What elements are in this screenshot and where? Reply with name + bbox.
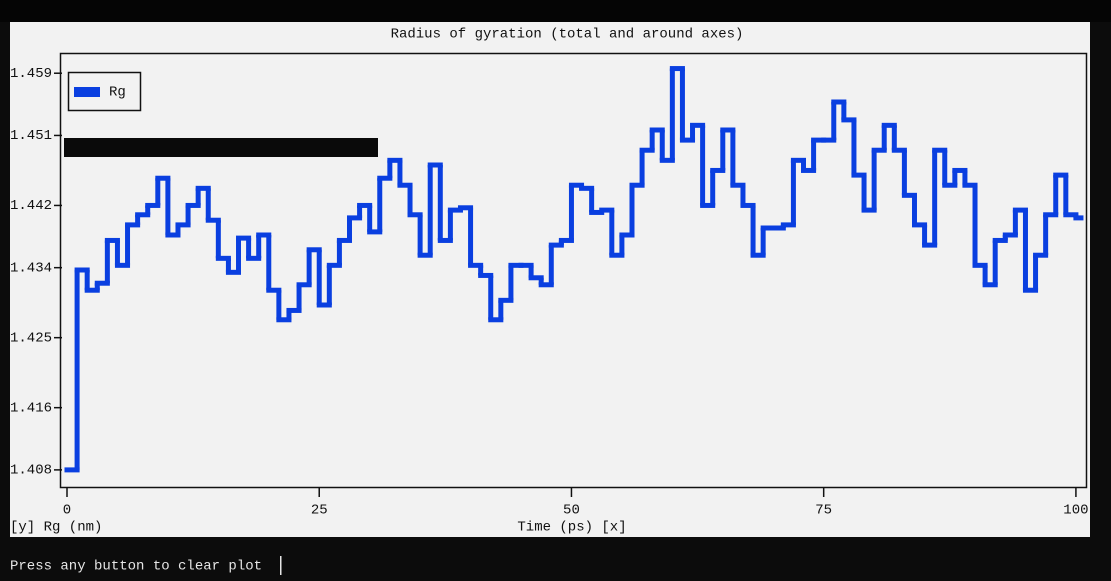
y-tick-label: 1.434 (10, 260, 52, 276)
x-tick-label: 25 (311, 503, 328, 519)
y-tick-label: 1.416 (10, 400, 52, 416)
x-axis-label: Time (ps) [x] (517, 520, 626, 536)
legend: Rg (67, 71, 142, 112)
prompt: Press any button to clear plot (10, 559, 262, 575)
x-tick-label: 75 (815, 503, 832, 519)
plot: 1.408 1.416 1.425 1.434 1.442 1.451 1.459 0 25 50… (10, 66, 1089, 519)
y-tick-label: 1.442 (10, 198, 52, 214)
plot-frame (59, 52, 1088, 489)
legend-label: Rg (109, 85, 126, 101)
cursor (280, 556, 282, 575)
x-tick-label: 0 (63, 503, 71, 519)
y-tick-label: 1.451 (10, 128, 52, 144)
y-tick-label: 1.425 (10, 330, 52, 346)
legend-swatch (74, 87, 100, 97)
y-tick-label: 1.459 (10, 66, 52, 82)
title-bar (0, 0, 1111, 22)
x-tick-label: 100 (1063, 503, 1088, 519)
y-tick-label: 1.408 (10, 463, 52, 479)
redaction-bar (64, 138, 378, 157)
chart-title: Radius of gyration (total and around axe… (391, 27, 744, 43)
x-tick-label: 50 (563, 503, 580, 519)
y-axis-label: [y] Rg (nm) (10, 520, 102, 536)
